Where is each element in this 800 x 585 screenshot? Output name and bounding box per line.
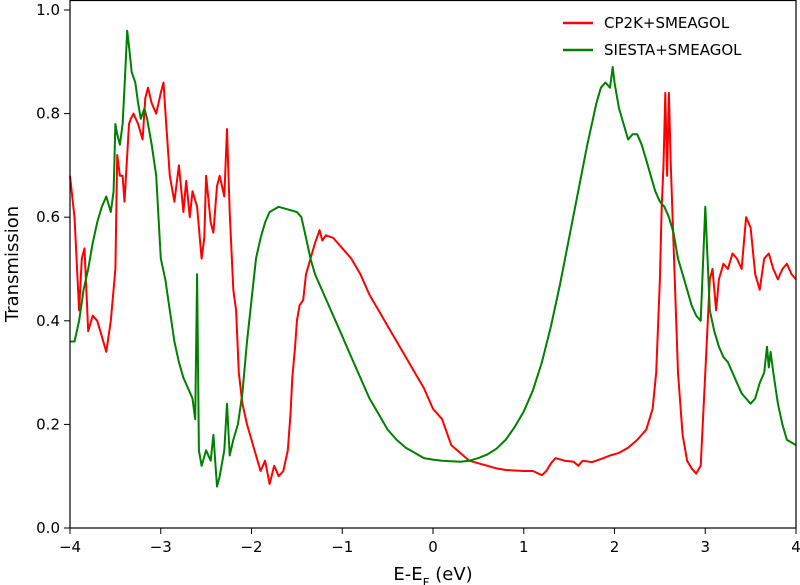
axes-frame xyxy=(69,0,797,529)
legend-label-0: CP2K+SMEAGOL xyxy=(604,14,730,32)
y-axis-ticks: 0.0 0.2 0.4 0.6 0.8 1.0 xyxy=(36,1,70,537)
plot-lines xyxy=(69,29,797,488)
x-tick-label: −2 xyxy=(240,538,262,556)
y-tick-label: 0.8 xyxy=(36,105,60,123)
y-axis-label: Transmission xyxy=(2,206,23,323)
x-tick-label: 2 xyxy=(610,538,620,556)
y-tick-label: 0.4 xyxy=(36,312,60,330)
series-line-1 xyxy=(70,29,797,488)
series-line-0 xyxy=(69,81,797,485)
x-axis-label: E-EF (eV) xyxy=(393,564,472,585)
y-tick-label: 0.2 xyxy=(36,415,60,433)
x-tick-label: −3 xyxy=(150,538,172,556)
legend: CP2K+SMEAGOL SIESTA+SMEAGOL xyxy=(563,14,742,59)
x-axis-ticks: −4 −3 −2 −1 0 1 2 3 4 xyxy=(59,528,800,556)
y-tick-label: 0.0 xyxy=(36,519,60,537)
x-tick-label: 1 xyxy=(519,538,529,556)
x-tick-label: −4 xyxy=(59,538,81,556)
x-tick-label: 3 xyxy=(700,538,710,556)
x-tick-label: −1 xyxy=(331,538,353,556)
legend-label-1: SIESTA+SMEAGOL xyxy=(604,41,742,59)
y-tick-label: 0.6 xyxy=(36,208,60,226)
x-tick-label: 4 xyxy=(791,538,800,556)
y-tick-label: 1.0 xyxy=(36,1,60,19)
x-tick-label: 0 xyxy=(428,538,438,556)
